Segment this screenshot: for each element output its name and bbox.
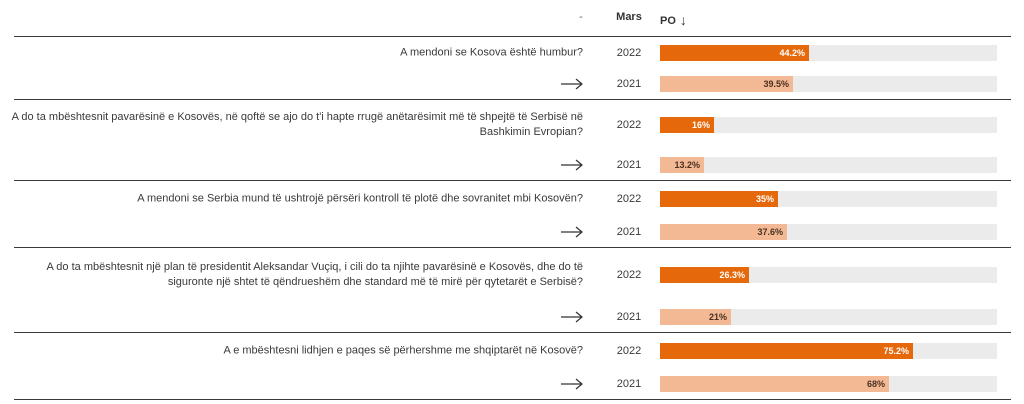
question-groups: A mendoni se Kosova është humbur? 2022 44.…	[12, 37, 1011, 400]
table-row: 2021 37.6%	[14, 217, 1011, 247]
question-group: A mendoni se Kosova është humbur? 2022 44.…	[14, 37, 1011, 100]
table-row: A do ta mbështesnit një plan të presiden…	[14, 248, 1011, 302]
question-text: A do ta mbështesnit një plan të presiden…	[46, 261, 583, 288]
year-label: 2021	[616, 159, 642, 171]
table-row: A e mbështesni lidhjen e paqes së përher…	[14, 333, 1011, 369]
bar-track: 75.2%	[660, 343, 997, 359]
header-po-label: PO	[660, 15, 676, 27]
year-label: 2021	[616, 378, 642, 390]
bar-2021[interactable]	[660, 157, 704, 173]
bar-2022[interactable]	[660, 191, 778, 207]
bar-track: 35%	[660, 191, 997, 207]
bar-track: 26.3%	[660, 267, 997, 283]
bar-value-label: 37.6%	[757, 227, 783, 237]
bar-value-label: 35%	[755, 194, 774, 204]
bar-track: 21%	[660, 309, 997, 325]
bar-value-label: 39.5%	[763, 79, 789, 89]
header-dash: -	[579, 11, 583, 23]
arrow-right-icon	[561, 78, 583, 90]
question-text: A do ta mbështesnit pavarësinë e Kosovës…	[11, 111, 583, 138]
bar-track: 68%	[660, 376, 997, 392]
header-mars[interactable]: Mars	[616, 11, 642, 23]
sort-down-icon[interactable]: ↓	[679, 12, 687, 28]
year-label: 2021	[616, 311, 642, 323]
bar-2022[interactable]	[660, 267, 749, 283]
arrow-right-icon	[561, 159, 583, 171]
year-label: 2022	[616, 193, 642, 205]
bar-track: 44.2%	[660, 45, 997, 61]
year-label: 2022	[616, 345, 642, 357]
bar-2022[interactable]	[660, 343, 913, 359]
bar-value-label: 68%	[866, 379, 885, 389]
bar-value-label: 13.2%	[674, 160, 700, 170]
year-label: 2021	[616, 78, 642, 90]
header-po[interactable]: PO ↓	[660, 11, 687, 28]
year-label: 2022	[616, 269, 642, 281]
question-group: A mendoni se Serbia mund të ushtrojë për…	[14, 181, 1011, 248]
bar-value-label: 26.3%	[719, 270, 745, 280]
bar-value-label: 16%	[691, 120, 710, 130]
bar-track: 37.6%	[660, 224, 997, 240]
table-row: 2021 68%	[14, 369, 1011, 399]
question-group: A do ta mbështesnit një plan të presiden…	[14, 248, 1011, 333]
bar-2022[interactable]	[660, 45, 809, 61]
table-header: - Mars PO ↓	[14, 0, 1011, 37]
question-text: A e mbështesni lidhjen e paqes së përher…	[223, 344, 583, 357]
bar-2021[interactable]	[660, 224, 787, 240]
bar-value-label: 75.2%	[883, 346, 909, 356]
question-group: A e mbështesni lidhjen e paqes së përher…	[14, 333, 1011, 400]
table-row: 2021 21%	[14, 302, 1011, 332]
bar-value-label: 44.2%	[779, 48, 805, 58]
bar-value-label: 21%	[708, 312, 727, 322]
question-text: A mendoni se Serbia mund të ushtrojë për…	[137, 192, 583, 205]
table-row: 2021 13.2%	[14, 150, 1011, 180]
bar-track: 39.5%	[660, 76, 997, 92]
question-text: A mendoni se Kosova është humbur?	[400, 46, 583, 59]
bar-2021[interactable]	[660, 309, 731, 325]
year-label: 2021	[616, 226, 642, 238]
bar-2021[interactable]	[660, 376, 889, 392]
bar-2021[interactable]	[660, 76, 793, 92]
year-label: 2022	[616, 119, 642, 131]
bar-2022[interactable]	[660, 117, 714, 133]
bar-track: 16%	[660, 117, 997, 133]
arrow-right-icon	[561, 311, 583, 323]
table-row: A do ta mbështesnit pavarësinë e Kosovës…	[12, 100, 1011, 150]
table-row: A mendoni se Kosova është humbur? 2022 44.…	[14, 37, 1011, 69]
survey-table: - Mars PO ↓ A mendoni se Kosova është hum…	[12, 0, 1011, 400]
year-label: 2022	[616, 47, 642, 59]
table-row: 2021 39.5%	[14, 69, 1011, 99]
table-row: A mendoni se Serbia mund të ushtrojë për…	[14, 181, 1011, 217]
question-group: A do ta mbështesnit pavarësinë e Kosovës…	[12, 100, 1011, 181]
bar-track: 13.2%	[660, 157, 997, 173]
arrow-right-icon	[561, 226, 583, 238]
arrow-right-icon	[561, 378, 583, 390]
